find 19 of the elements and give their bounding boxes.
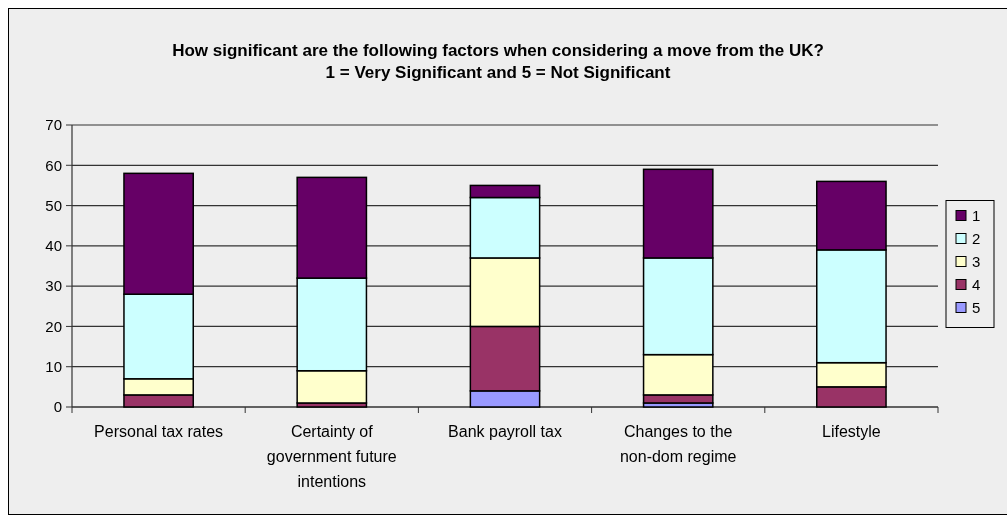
x-tick-label: Personal tax rates bbox=[94, 423, 224, 440]
x-tick-label: Certainty of government future intentions bbox=[266, 423, 397, 490]
y-tick-label: 30 bbox=[45, 277, 62, 295]
y-tick-label: 0 bbox=[53, 398, 62, 416]
legend-label: 1 bbox=[972, 206, 981, 224]
y-tick-label: 20 bbox=[45, 317, 62, 335]
legend-label: 4 bbox=[972, 275, 981, 293]
x-tick-label: Lifestyle bbox=[822, 423, 881, 440]
x-tick-label: Changes to the non-dom regime bbox=[619, 423, 737, 465]
y-tick-label: 40 bbox=[45, 237, 62, 255]
legend-label: 2 bbox=[972, 229, 981, 247]
y-tick-label: 50 bbox=[45, 196, 62, 214]
x-tick-label: Bank payroll tax bbox=[448, 423, 562, 440]
chart-title: How significant are the following factors when considering a move from the UK? 1 = Very Significant and 5 = Not Significant bbox=[172, 41, 824, 82]
legend-label: 3 bbox=[972, 252, 981, 270]
legend-label: 5 bbox=[972, 298, 981, 316]
y-tick-label: 10 bbox=[45, 357, 62, 375]
y-tick-label: 60 bbox=[45, 156, 62, 174]
y-tick-label: 70 bbox=[45, 116, 62, 134]
